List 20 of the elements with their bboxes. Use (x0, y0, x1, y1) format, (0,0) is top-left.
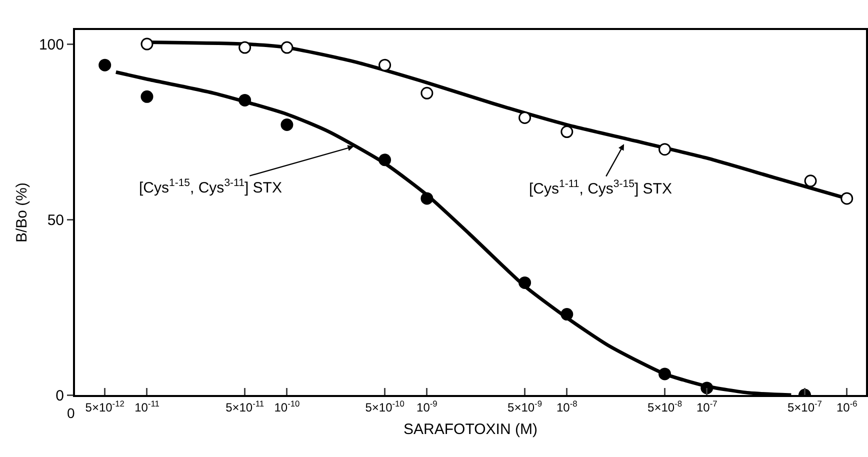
y-tick-label: 100 (38, 36, 64, 54)
x-axis-title: SARAFOTOXIN (M) (404, 420, 538, 438)
y-tick-label: 0 (56, 387, 64, 404)
x-tick-label: 5×10$^{-11}$ (226, 398, 264, 414)
annotation: [Cys$^{1-15}$, Cys$^{3-11}$] STX (139, 177, 282, 196)
x-tick-label: 10$^{-8}$ (556, 398, 578, 414)
x-tick-label: 5×10$^{-12}$ (85, 398, 125, 414)
x-tick-label: 10$^{-11}$ (134, 398, 160, 414)
annotation: [Cys$^{1-11}$, Cys$^{3-15}$] STX (529, 178, 672, 198)
text: 0 (67, 405, 75, 421)
x-tick-label: 10$^{-9}$ (416, 398, 438, 414)
x-tick-label: 10$^{-7}$ (696, 398, 718, 414)
x-tick-label: 5×10$^{-7}$ (787, 398, 822, 414)
x-tick-label: 5×10$^{-10}$ (365, 398, 405, 414)
x-tick-label: 5×10$^{-8}$ (648, 398, 682, 414)
x-tick-label: 10$^{-10}$ (274, 398, 300, 414)
y-tick-label: 50 (47, 212, 64, 229)
x-tick-label: 5×10$^{-9}$ (508, 398, 542, 414)
x-tick-label: 10$^{-6}$ (836, 398, 858, 414)
y-axis-title: B/Bo (%) (14, 182, 31, 243)
